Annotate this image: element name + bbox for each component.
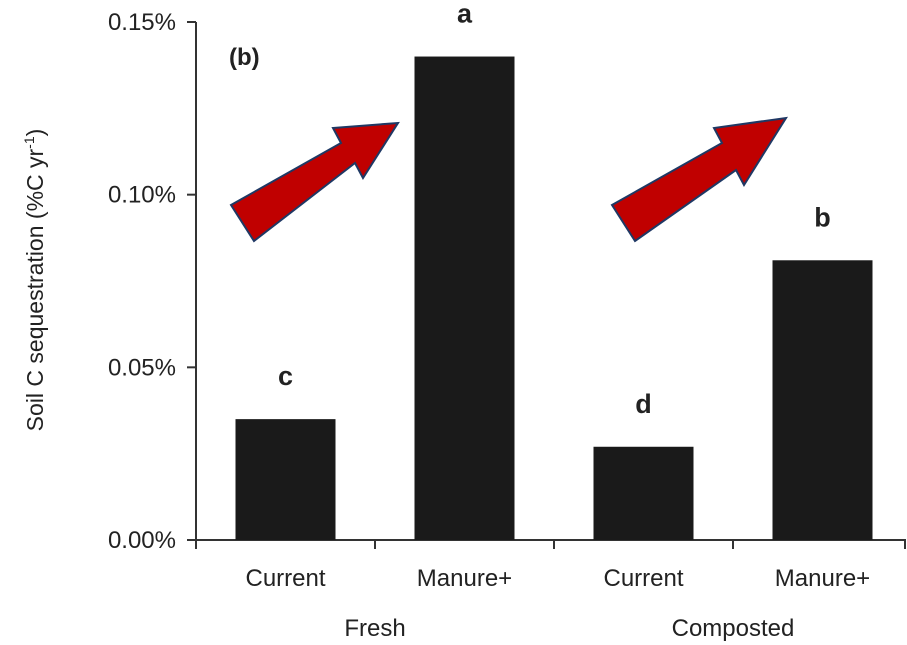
significance-letter: c	[278, 361, 293, 391]
significance-letter: b	[814, 202, 831, 232]
group-labels: Fresh Composted	[344, 615, 794, 642]
increase-arrow-fresh	[229, 121, 400, 243]
y-axis-title-sup: -1	[21, 136, 37, 149]
bar	[235, 419, 336, 540]
arrows	[229, 116, 788, 243]
bar	[593, 446, 694, 540]
group-label: Fresh	[344, 615, 405, 642]
y-tick-label: 0.00%	[108, 527, 176, 554]
y-tick-label: 0.10%	[108, 182, 176, 209]
bar	[414, 56, 515, 541]
category-label: Current	[245, 565, 325, 592]
increase-arrow-composted	[610, 116, 788, 243]
group-label: Composted	[672, 615, 795, 642]
y-axis-title-end: )	[22, 129, 48, 137]
y-tick-label: 0.05%	[108, 354, 176, 381]
category-label: Current	[603, 565, 683, 592]
significance-letter: d	[635, 389, 652, 419]
axes: 0.00% 0.05% 0.10% 0.15%	[108, 9, 906, 554]
y-axis-title: Soil C sequestration (%C yr-1)	[21, 129, 48, 432]
x-ticks	[195, 540, 906, 549]
bar	[772, 260, 873, 540]
y-ticks: 0.00% 0.05% 0.10% 0.15%	[108, 9, 196, 554]
category-labels: Current Manure+ Current Manure+	[245, 565, 870, 592]
significance-letters: c a d b	[278, 0, 831, 419]
panel-label: (b)	[229, 44, 260, 71]
y-axis-title-main: Soil C sequestration (%C yr	[22, 148, 48, 431]
category-label: Manure+	[417, 565, 512, 592]
significance-letter: a	[457, 0, 473, 29]
category-label: Manure+	[775, 565, 870, 592]
bars	[235, 56, 873, 541]
y-tick-label: 0.15%	[108, 9, 176, 36]
